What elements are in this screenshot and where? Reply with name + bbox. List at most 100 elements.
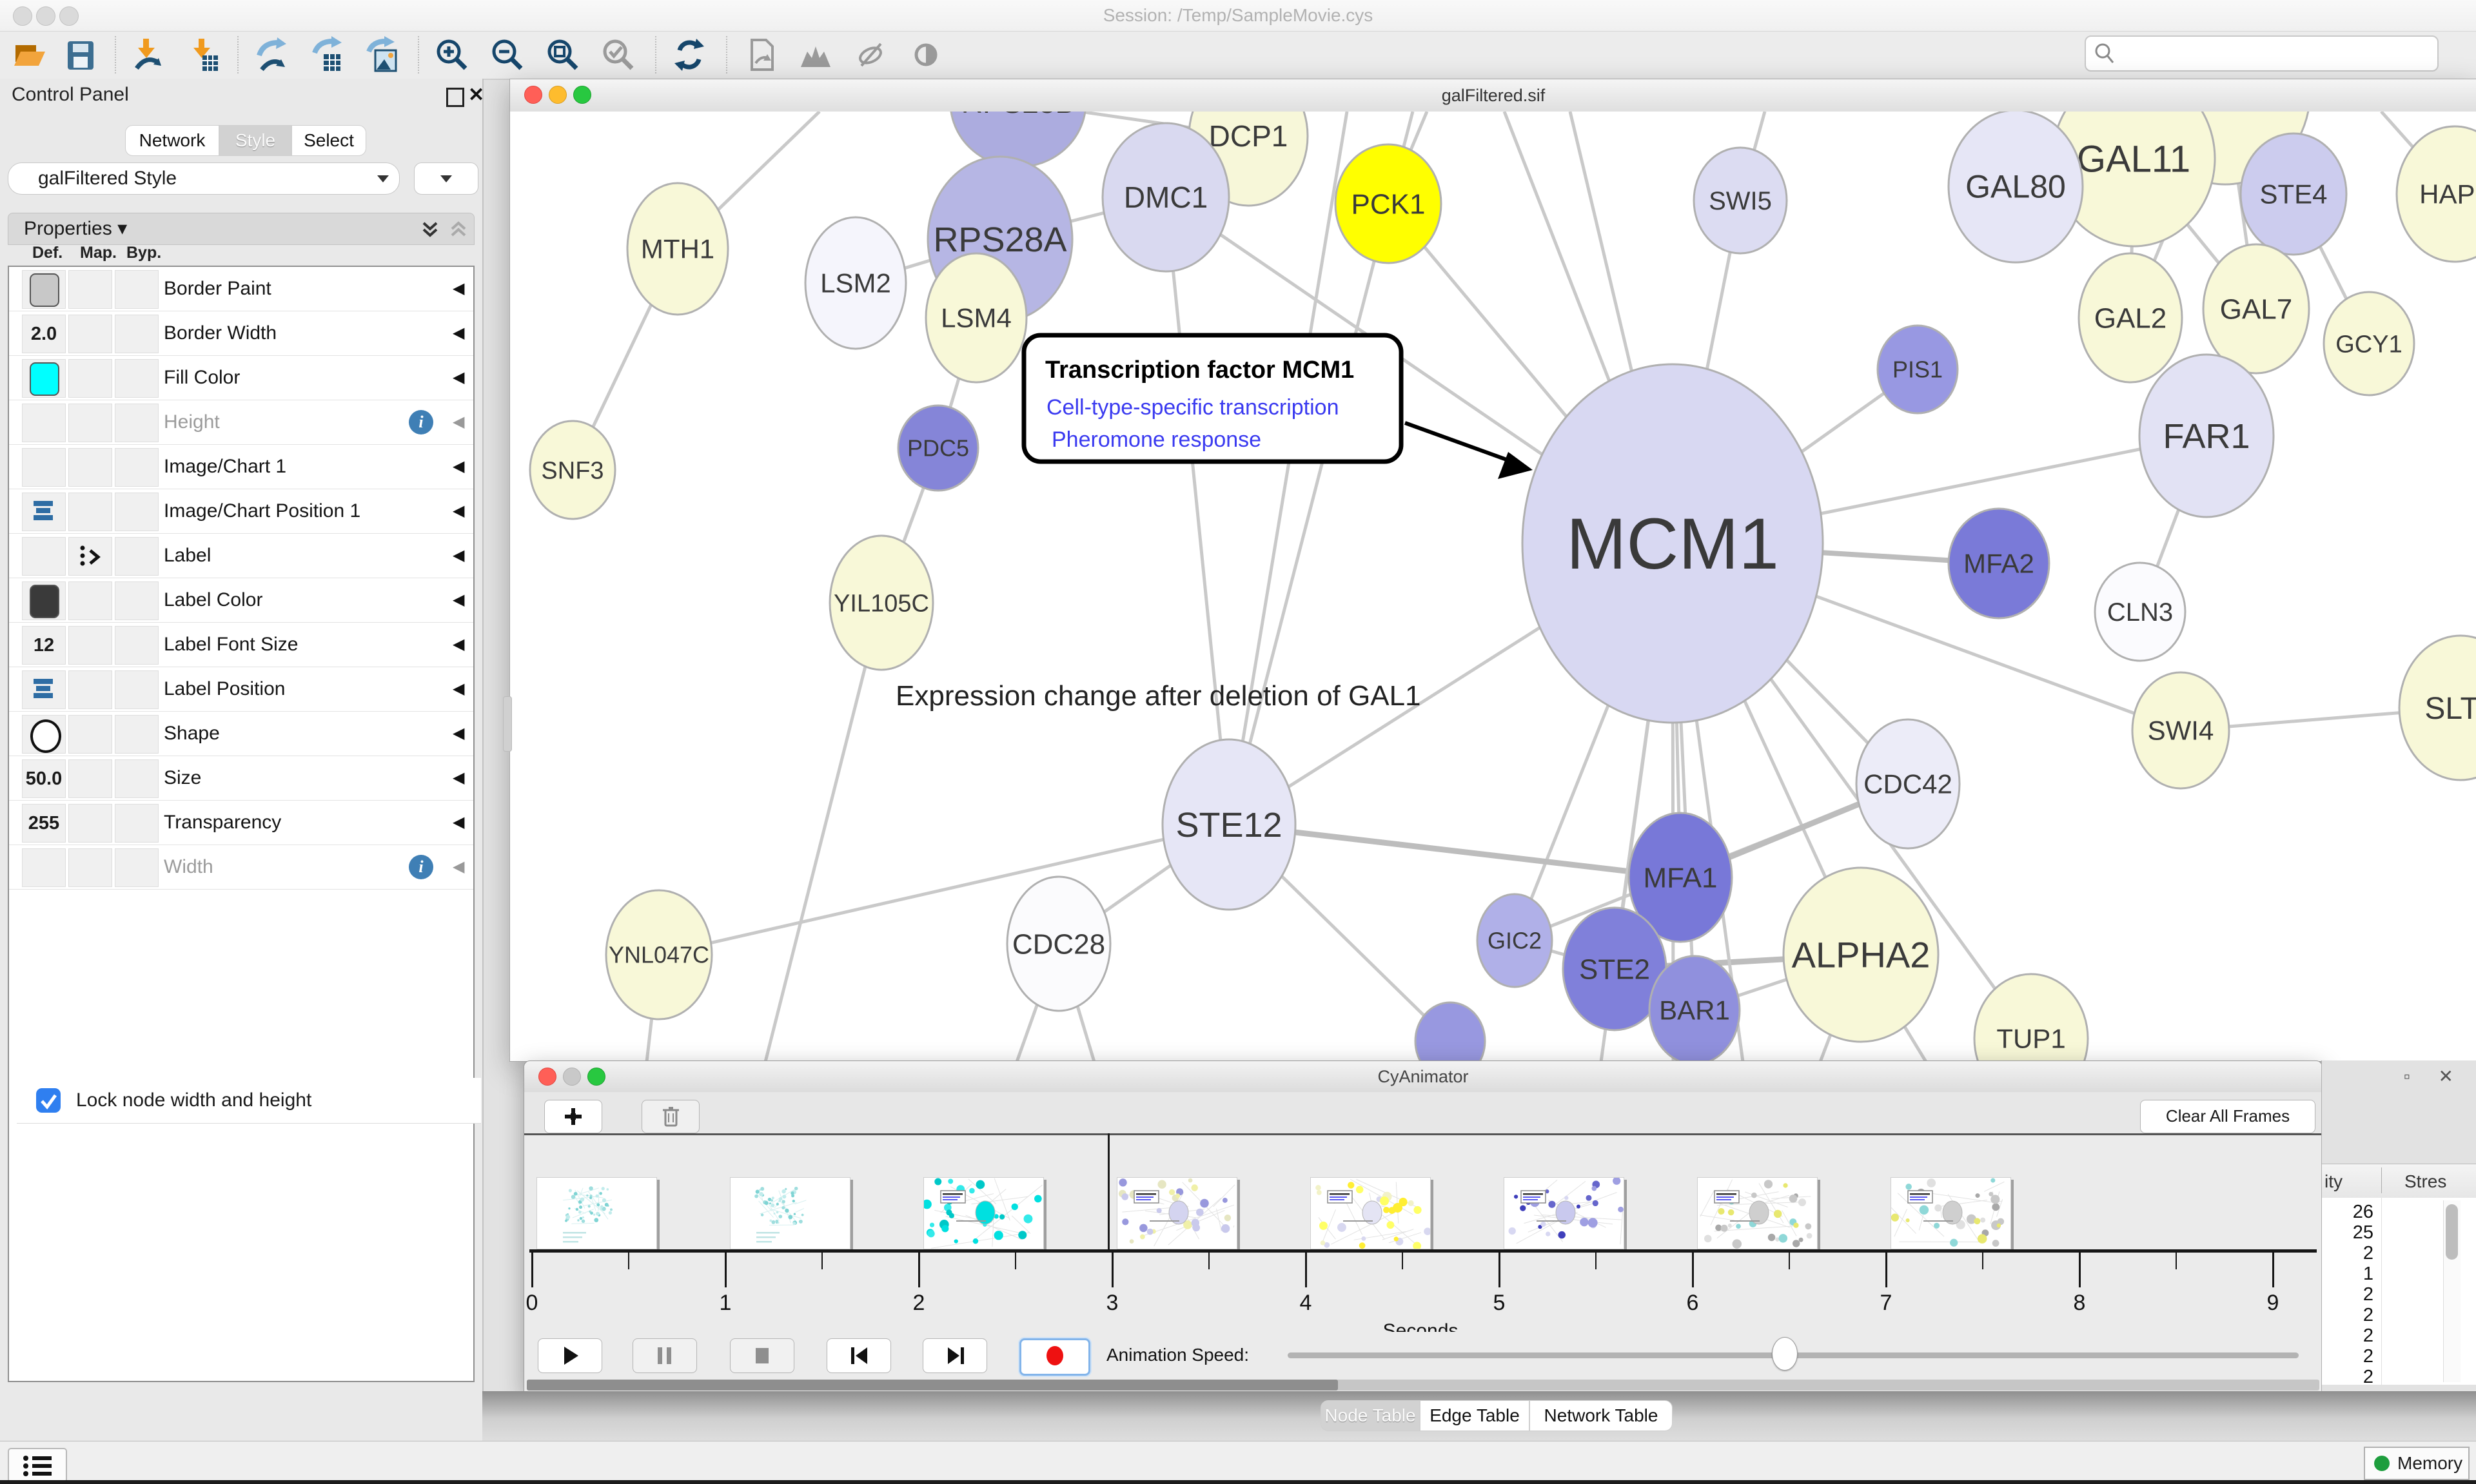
zoom-traffic-light[interactable] (587, 1068, 605, 1086)
property-c1-cell[interactable] (22, 715, 66, 754)
network-window-titlebar[interactable]: galFiltered.sif (510, 79, 2476, 112)
table-cell-value[interactable]: 1 (2363, 1264, 2373, 1284)
mcm1-annotation[interactable]: Transcription factor MCM1 Cell-type-speci… (1021, 333, 1533, 479)
network-node-CLN3[interactable]: CLN3 (2094, 561, 2186, 662)
frame-thumbnail-5[interactable] (1504, 1176, 1624, 1249)
property-c2-cell[interactable] (68, 759, 112, 798)
close-traffic-light[interactable] (13, 6, 32, 26)
property-c1-cell[interactable] (22, 270, 66, 309)
property-c2-cell[interactable] (68, 404, 112, 442)
property-c1-cell[interactable]: 255 (22, 804, 66, 843)
property-c2-cell[interactable] (68, 848, 112, 887)
record-button[interactable] (1019, 1338, 1090, 1376)
table-cell-value[interactable]: 26 (2352, 1202, 2373, 1222)
network-node-STE4[interactable]: STE4 (2239, 132, 2348, 256)
network-node-BAR1[interactable]: BAR1 (1648, 955, 1741, 1060)
property-c3-cell[interactable] (115, 715, 159, 754)
search-field[interactable] (2085, 35, 2439, 72)
table-cell-value[interactable]: 2 (2363, 1325, 2373, 1346)
collapse-arrow-icon[interactable]: ◀ (453, 502, 465, 520)
property-row-width[interactable]: i Width ◀ (9, 845, 473, 890)
info-icon[interactable]: i (409, 855, 433, 879)
slider-thumb[interactable] (1772, 1337, 1798, 1371)
float-window-icon[interactable] (446, 88, 464, 107)
property-c3-cell[interactable] (115, 626, 159, 665)
skip-end-button[interactable] (923, 1338, 987, 1373)
tab-edge-table[interactable]: Edge Table (1420, 1400, 1529, 1431)
collapse-arrow-icon[interactable]: ◀ (453, 725, 465, 742)
collapse-arrow-icon[interactable]: ◀ (453, 547, 465, 564)
network-node-MTH1[interactable]: MTH1 (626, 182, 729, 316)
properties-header[interactable]: Properties ▾ (8, 213, 475, 245)
tab-style[interactable]: Style (219, 125, 291, 156)
table-cell-value[interactable]: 2 (2363, 1367, 2373, 1387)
property-row-fill-color[interactable]: Fill Color ◀ (9, 356, 473, 400)
network-node-GAL2[interactable]: GAL2 (2078, 252, 2183, 384)
zoom-selected-icon[interactable] (600, 36, 637, 73)
table-cell-value[interactable]: 25 (2352, 1222, 2373, 1243)
property-c2-cell[interactable] (68, 626, 112, 665)
frame-thumbnail-6[interactable] (1697, 1177, 1818, 1249)
property-c2-cell[interactable] (68, 493, 112, 531)
property-row-label[interactable]: Label ◀ (9, 534, 473, 578)
frames-timeline-area[interactable] (524, 1135, 2322, 1251)
column-header-ity[interactable]: ity (2324, 1171, 2343, 1191)
frame-thumbnail-3[interactable] (1117, 1177, 1237, 1249)
property-c1-cell[interactable] (22, 581, 66, 620)
collapse-arrow-icon[interactable]: ◀ (453, 814, 465, 831)
collapse-arrow-icon[interactable]: ◀ (453, 413, 465, 431)
property-row-label-font-size[interactable]: 12 Label Font Size ◀ (9, 623, 473, 667)
export-network-icon[interactable] (253, 36, 290, 73)
network-node-SWI5[interactable]: SWI5 (1693, 146, 1788, 255)
table-panel-window-controls[interactable]: ▫ ✕ (2403, 1066, 2465, 1086)
network-node-PCK1[interactable]: PCK1 (1334, 143, 1442, 264)
property-c3-cell[interactable] (115, 848, 159, 887)
tab-network-table[interactable]: Network Table (1529, 1400, 1673, 1431)
collapse-arrow-icon[interactable]: ◀ (453, 680, 465, 698)
network-node-YNL047C[interactable]: YNL047C (605, 889, 713, 1020)
property-row-image-chart-1[interactable]: Image/Chart 1 ◀ (9, 445, 473, 489)
minimize-traffic-light[interactable] (549, 86, 567, 104)
property-c3-cell[interactable] (115, 493, 159, 531)
collapse-arrow-icon[interactable]: ◀ (453, 458, 465, 475)
table-cell-value[interactable]: 2 (2363, 1346, 2373, 1367)
cyanimator-titlebar[interactable]: CyAnimator (524, 1061, 2322, 1093)
zoom-traffic-light[interactable] (573, 86, 591, 104)
property-c1-cell[interactable] (22, 404, 66, 442)
property-c3-cell[interactable] (115, 537, 159, 576)
lock-node-size-row[interactable]: Lock node width and height (17, 1078, 481, 1124)
add-frame-button[interactable] (544, 1100, 602, 1133)
import-table-icon[interactable] (184, 36, 222, 73)
frame-thumbnail-2[interactable] (922, 1177, 1044, 1249)
property-c3-cell[interactable] (115, 804, 159, 843)
column-header-stress[interactable]: Stres (2404, 1171, 2447, 1191)
collapse-arrow-icon[interactable]: ◀ (453, 636, 465, 653)
memory-indicator[interactable]: Memory (2364, 1447, 2470, 1480)
network-node-CDC42[interactable]: CDC42 (1855, 718, 1961, 850)
table-cell-value[interactable]: 2 (2363, 1284, 2373, 1305)
property-row-border-width[interactable]: 2.0 Border Width ◀ (9, 311, 473, 356)
import-network-icon[interactable] (129, 36, 166, 73)
skip-start-button[interactable] (827, 1338, 891, 1373)
style-selector[interactable]: galFiltered Style (8, 162, 400, 195)
property-row-height[interactable]: i Height ◀ (9, 400, 473, 445)
network-node-GAL7[interactable]: GAL7 (2202, 243, 2310, 375)
copy-document-icon[interactable] (742, 36, 779, 73)
property-c1-cell[interactable]: 50.0 (22, 759, 66, 798)
close-traffic-light[interactable] (524, 86, 542, 104)
collapse-arrow-icon[interactable]: ◀ (453, 324, 465, 342)
delete-frame-button[interactable] (642, 1100, 700, 1133)
network-node-SWI4[interactable]: SWI4 (2131, 671, 2230, 790)
scrollbar-thumb[interactable] (2446, 1204, 2458, 1260)
hide-details-icon[interactable] (852, 36, 890, 73)
network-node-SNF3[interactable]: SNF3 (529, 420, 616, 520)
property-c3-cell[interactable] (115, 315, 159, 353)
network-node-HAP2[interactable]: HAP2 (2395, 125, 2476, 263)
network-node-CDC28[interactable]: CDC28 (1006, 875, 1112, 1012)
network-node-MFA1[interactable]: MFA1 (1627, 812, 1733, 943)
tab-select[interactable]: Select (291, 125, 366, 156)
search-input[interactable] (2119, 39, 2432, 66)
zoom-out-icon[interactable] (489, 36, 526, 73)
collapse-arrow-icon[interactable]: ◀ (453, 858, 465, 875)
property-c2-cell[interactable] (68, 715, 112, 754)
